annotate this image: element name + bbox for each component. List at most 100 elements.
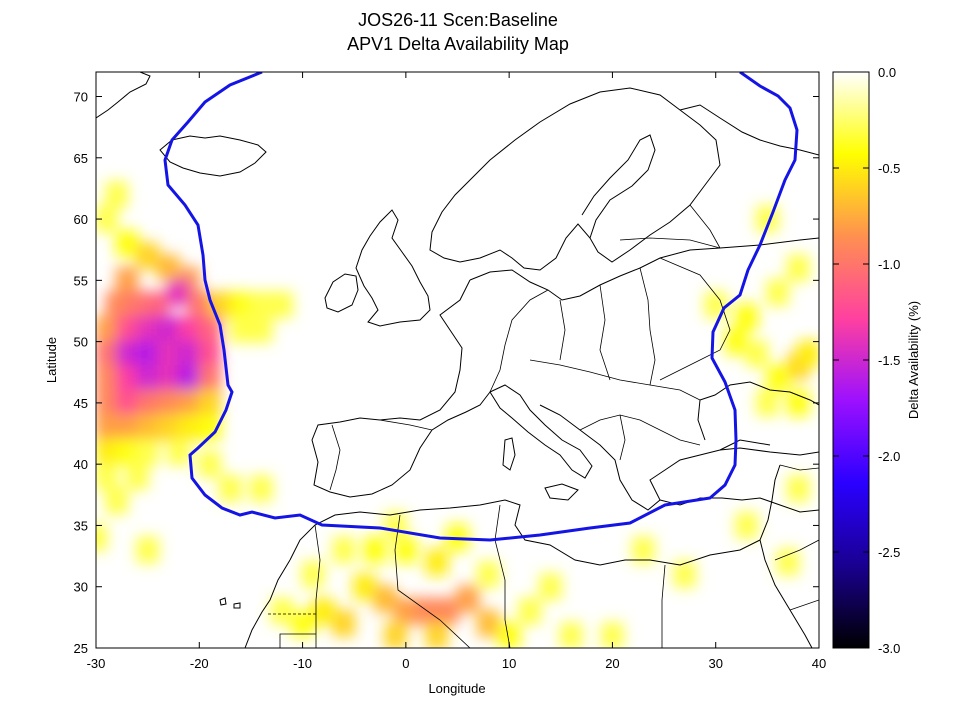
colorbar-tick-label: -1.5: [878, 353, 900, 368]
heat-cell-31: [115, 364, 139, 392]
chart-title: JOS26-11 Scen:Baseline APV1 Delta Availa…: [0, 8, 916, 56]
borders-layer: [268, 204, 819, 648]
heat-cell-102: [632, 536, 655, 564]
heat-cell-66: [477, 610, 500, 637]
coast-ireland: [324, 273, 359, 313]
title-line-2: APV1 Delta Availability Map: [347, 34, 569, 54]
heat-cell-29: [198, 340, 221, 368]
heat-cell-45: [156, 413, 180, 441]
border-africa-3: [494, 504, 511, 648]
heat-cell-62: [394, 597, 418, 625]
heat-cell-51: [167, 438, 190, 466]
heat-cell-15: [270, 291, 294, 319]
heat-cell-68: [311, 597, 335, 625]
y-tick-label: 65: [74, 151, 88, 166]
y-tick-label: 40: [74, 457, 88, 472]
heat-cell-88: [745, 340, 769, 368]
heat-cell-23: [198, 315, 221, 343]
border-africa-2: [394, 514, 471, 648]
coast-sicily: [544, 483, 579, 501]
heat-cell-7: [105, 291, 129, 319]
heat-cell-4: [156, 254, 180, 282]
heat-cell-101: [735, 511, 759, 539]
border-middle-east: [774, 464, 819, 611]
x-tick-label: -30: [87, 656, 106, 671]
heat-cell-58: [249, 475, 273, 503]
x-tick-label: -20: [190, 656, 209, 671]
title-line-1: JOS26-11 Scen:Baseline: [358, 10, 558, 30]
heat-cell-55: [96, 524, 108, 552]
coast-balkans: [539, 404, 819, 511]
heat-cell-40: [177, 389, 201, 417]
plot-area: [95, 71, 820, 649]
colorbar-label: Delta Availability (%): [906, 301, 921, 419]
heat-cell-82: [301, 560, 325, 588]
heat-cell-72: [425, 622, 449, 648]
colorbar-tick-label: -1.0: [878, 257, 900, 272]
border-france-spain: [379, 419, 433, 431]
heat-cell-57: [218, 475, 242, 503]
y-tick-label: 35: [74, 518, 88, 533]
coast-gulf-bothnia: [581, 134, 656, 239]
y-tick-label: 70: [74, 90, 88, 105]
border-east-2: [619, 204, 721, 249]
heat-cell-84: [601, 622, 624, 648]
heat-cell-16: [229, 315, 252, 343]
heat-cell-47: [198, 413, 221, 441]
x-axis-ticks: -30 -20 -10 0 10 20 30 40: [87, 72, 826, 671]
border-central-1: [489, 289, 549, 393]
heat-cell-46: [177, 413, 201, 441]
heat-cell-93: [755, 389, 779, 417]
heat-cell-9: [146, 291, 170, 319]
heat-cell-6: [115, 266, 139, 294]
heat-cell-41: [198, 389, 221, 417]
heat-cell-74: [518, 597, 542, 625]
coast-canary-1: [219, 597, 227, 606]
heat-cell-33: [156, 364, 180, 392]
heat-cell-52: [96, 462, 118, 490]
heat-cell-38: [136, 389, 160, 417]
heat-cell-99: [786, 475, 810, 503]
border-central-2: [529, 359, 701, 401]
y-tick-label: 45: [74, 396, 88, 411]
colorbar-tick-label: -2.0: [878, 449, 900, 464]
heat-cell-95: [766, 279, 790, 307]
heat-cell-80: [477, 560, 500, 588]
border-spain-portugal: [329, 424, 341, 491]
heat-cell-34: [177, 364, 201, 392]
heat-cell-2: [115, 230, 139, 258]
heat-cell-103: [673, 560, 697, 588]
x-tick-label: 40: [812, 656, 826, 671]
x-tick-label: 20: [605, 656, 619, 671]
heat-cell-65: [456, 585, 480, 613]
coast-black-sea: [697, 381, 819, 451]
heat-cell-14: [249, 291, 273, 319]
coast-france-iberia: [311, 279, 491, 498]
heat-cell-77: [425, 548, 449, 576]
y-tick-label: 30: [74, 580, 88, 595]
coast-britain: [355, 209, 431, 327]
heat-cell-13: [229, 291, 252, 319]
x-tick-label: 0: [402, 656, 409, 671]
heat-cell-54: [105, 487, 129, 515]
x-tick-label: -10: [293, 656, 312, 671]
heat-cell-8: [125, 291, 149, 319]
heat-cell-0: [105, 181, 129, 209]
plot-frame: [95, 71, 820, 649]
heat-cell-1: [96, 205, 118, 233]
heat-cell-49: [115, 438, 139, 466]
heat-cell-81: [539, 573, 562, 601]
heat-cell-61: [373, 585, 397, 613]
colorbar-tick-label: -3.0: [878, 641, 900, 656]
coast-iceland: [159, 135, 267, 177]
heat-cell-100: [776, 548, 800, 576]
heat-cell-63: [415, 597, 438, 625]
heat-cell-32: [136, 364, 160, 392]
coastline-layer: [96, 72, 819, 648]
border-africa-4: [661, 564, 666, 648]
heat-cell-69: [291, 610, 314, 637]
heat-cell-28: [177, 340, 201, 368]
coast-africa-west: [244, 559, 291, 648]
coast-greenland: [96, 72, 151, 119]
